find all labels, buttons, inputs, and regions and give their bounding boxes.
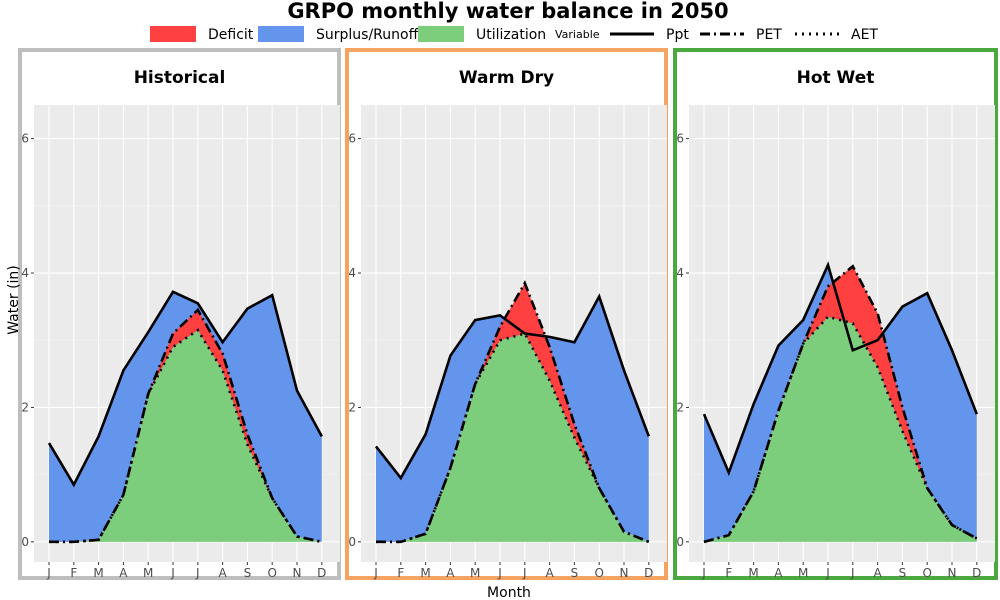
chart-title: GRPO monthly water balance in 2050 (287, 0, 728, 23)
y-tick-label: 6 (21, 132, 29, 146)
x-tick-label: J (701, 566, 706, 580)
deficit-area (148, 309, 273, 499)
legend-swatch-1 (150, 26, 196, 42)
x-tick-label: A (446, 566, 455, 580)
y-tick-label: 6 (676, 132, 684, 146)
y-tick-label: 2 (21, 400, 29, 414)
panel-warm-dry: Warm Dry 0 2 4 6 J F M A M J J A S O N D (345, 48, 668, 580)
x-tick-label: S (571, 566, 579, 580)
x-tick-label: M (748, 566, 758, 580)
ppt-line (47, 290, 323, 488)
x-tick-label: D (317, 566, 326, 580)
x-tick-label: M (798, 566, 808, 580)
y-tick-label: 2 (676, 400, 684, 414)
y-axis-label: Water (in) (6, 265, 22, 335)
y-tick-label: 0 (676, 535, 684, 549)
facet-panels: Historical 0 2 4 6 J F M A M J J A S O N D Warm Dry 0 2 4 6 J F… (18, 48, 998, 580)
x-tick-label: A (119, 566, 128, 580)
deficit-area (803, 266, 928, 489)
y-tick-label: 0 (348, 535, 356, 549)
utilization-area (704, 316, 977, 542)
x-tick-label: A (774, 566, 783, 580)
x-tick-label: J (497, 566, 502, 580)
utilization-area (376, 333, 649, 542)
x-tick-label: J (373, 566, 378, 580)
x-tick-label: J (850, 566, 855, 580)
x-tick-label: O (594, 566, 603, 580)
x-tick-label: F (70, 566, 77, 580)
ppt-line (702, 261, 979, 477)
ppt-line (374, 293, 651, 481)
y-tick-label: 6 (348, 132, 356, 146)
x-tick-label: J (522, 566, 527, 580)
x-tick-label: J (46, 566, 51, 580)
x-axis-label: Month (487, 585, 531, 600)
x-tick-label: D (644, 566, 653, 580)
y-tick-label: 2 (348, 400, 356, 414)
x-tick-label: O (922, 566, 931, 580)
x-tick-label: M (420, 566, 430, 580)
legend-label-2: Surplus/Runoff (316, 27, 419, 43)
legend-line-label-3: AET (851, 27, 878, 43)
panel-title: Warm Dry (459, 68, 554, 88)
legend-swatch-2 (258, 26, 304, 42)
y-tick-label: 0 (21, 535, 29, 549)
x-tick-label: J (825, 566, 830, 580)
legend-variable-title: Variable (555, 28, 600, 41)
legend-swatch-3 (418, 26, 464, 42)
x-tick-label: N (948, 566, 957, 580)
x-tick-label: M (143, 566, 153, 580)
aet-line (703, 315, 978, 544)
x-tick-label: F (397, 566, 404, 580)
surplus-area (376, 315, 525, 542)
y-tick-label: 4 (676, 266, 684, 280)
x-tick-label: F (725, 566, 732, 580)
x-tick-label: M (93, 566, 103, 580)
x-tick-label: N (620, 566, 629, 580)
legend-label-3: Utilization (476, 27, 546, 43)
x-tick-label: D (972, 566, 981, 580)
pet-line (49, 307, 323, 544)
x-tick-label: M (470, 566, 480, 580)
x-tick-label: S (244, 566, 252, 580)
aet-line (49, 328, 323, 544)
x-tick-label: O (267, 566, 276, 580)
x-tick-label: N (293, 566, 302, 580)
x-tick-label: J (170, 566, 175, 580)
panel-hot-wet: Hot Wet 0 2 4 6 J F M A M J J A S O N D (673, 48, 998, 580)
surplus-area (865, 293, 977, 539)
x-tick-label: A (545, 566, 554, 580)
deficit-area (475, 283, 600, 489)
legend-label-1: Deficit (208, 27, 254, 43)
pet-line (703, 264, 978, 544)
y-tick-label: 4 (21, 266, 29, 280)
y-tick-label: 4 (348, 266, 356, 280)
x-tick-label: A (873, 566, 882, 580)
legend: Deficit Surplus/Runoff Utilization Variable… (150, 26, 878, 43)
legend-line-label-1: Ppt (666, 27, 689, 43)
surplus-area (49, 291, 322, 542)
panel-historical: Historical 0 2 4 6 J F M A M J J A S O N D (18, 48, 341, 580)
x-tick-label: A (218, 566, 227, 580)
pet-line (376, 280, 650, 544)
x-tick-label: J (195, 566, 200, 580)
x-tick-label: S (899, 566, 907, 580)
panel-title: Historical (134, 68, 226, 88)
utilization-area (49, 330, 322, 542)
surplus-area (524, 296, 649, 542)
legend-line-label-2: PET (756, 27, 782, 43)
panel-title: Hot Wet (797, 68, 875, 88)
